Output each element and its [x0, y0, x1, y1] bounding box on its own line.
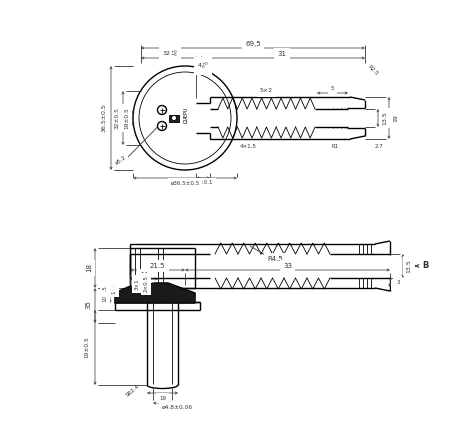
Text: ΩIÆPU: ΩIÆPU — [184, 107, 188, 123]
Text: 33: 33 — [283, 263, 292, 269]
Polygon shape — [115, 283, 195, 303]
Text: 36.5±0.5: 36.5±0.5 — [101, 103, 107, 132]
Circle shape — [171, 115, 177, 121]
Text: 19±0.5: 19±0.5 — [125, 107, 129, 129]
Text: ø5.2: ø5.2 — [115, 154, 128, 165]
Text: 32$^{+0}_{-5}$: 32$^{+0}_{-5}$ — [162, 49, 178, 59]
Text: ø36.5±0.5: ø36.5±0.5 — [170, 180, 199, 186]
Text: 69,5: 69,5 — [245, 41, 261, 47]
Text: SR2.4: SR2.4 — [125, 384, 141, 398]
Text: 19±0.5: 19±0.5 — [85, 337, 89, 358]
Text: 2.5: 2.5 — [102, 286, 108, 294]
Text: 13.5: 13.5 — [407, 259, 411, 273]
Text: 35: 35 — [85, 301, 91, 309]
Text: 10: 10 — [102, 294, 108, 301]
Text: R2.5: R2.5 — [367, 64, 379, 76]
Text: 2×0.5: 2×0.5 — [143, 275, 149, 293]
Text: 13.5: 13.5 — [383, 111, 387, 125]
Text: 5: 5 — [331, 87, 334, 91]
Text: 4$^{+0}_{0}$: 4$^{+0}_{0}$ — [197, 61, 209, 72]
Bar — [169, 114, 179, 122]
Text: 1: 1 — [111, 290, 117, 294]
Text: 19: 19 — [394, 114, 398, 122]
Text: B: B — [422, 262, 428, 271]
Text: 4×1.5: 4×1.5 — [239, 145, 257, 149]
Text: 21.5: 21.5 — [150, 263, 165, 269]
Text: 14: 14 — [140, 273, 148, 278]
Text: 5×2: 5×2 — [260, 88, 273, 94]
Text: 3: 3 — [396, 279, 400, 285]
Text: 32±0.5: 32±0.5 — [115, 107, 119, 129]
Text: 2.7: 2.7 — [375, 145, 383, 149]
Text: 3×1: 3×1 — [135, 278, 139, 290]
Text: 0.5: 0.5 — [394, 282, 402, 287]
Text: 10±0.1: 10±0.1 — [193, 180, 213, 186]
Text: R4.5: R4.5 — [267, 256, 283, 262]
Text: ø4.8±0.06: ø4.8±0.06 — [162, 404, 193, 409]
Text: 31: 31 — [278, 51, 287, 57]
Text: R1: R1 — [331, 144, 338, 149]
Text: 18: 18 — [86, 263, 92, 273]
Text: 19: 19 — [159, 396, 166, 400]
